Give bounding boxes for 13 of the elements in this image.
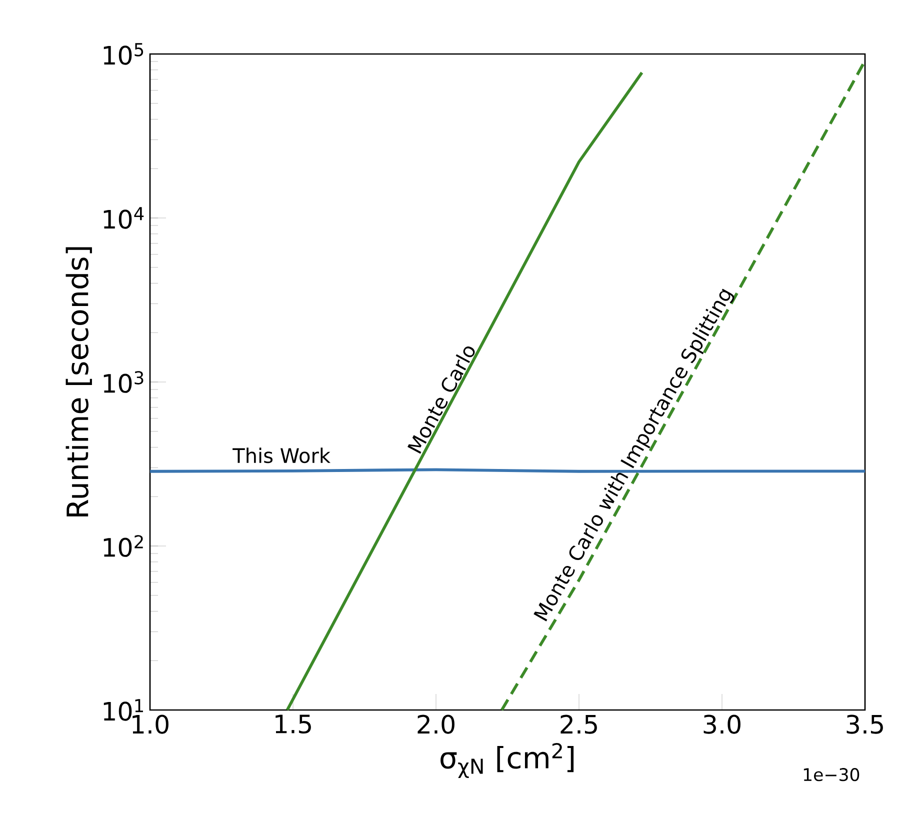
x-axis-title: σ$_{χN}$ [cm$^{2}$] (440, 743, 574, 778)
y-tick-label: 10$^{5}$ (104, 43, 144, 65)
x-tick-label: 2.5 (560, 714, 597, 734)
x-tick-label: 2.0 (418, 714, 454, 734)
x-tick-label: 3.5 (846, 714, 883, 734)
y-tick-label: 10$^{3}$ (104, 371, 144, 393)
y-axis-title: Runtime [seconds] (66, 247, 92, 516)
y-tick-label: 10$^{4}$ (104, 207, 144, 229)
series-label: This Work (232, 448, 330, 464)
text: 1e−30 (804, 768, 860, 782)
x-tick-label: 3.0 (704, 714, 740, 734)
x-tick-label: 1.5 (276, 714, 311, 734)
y-tick-label: 10$^{2}$ (104, 535, 143, 557)
